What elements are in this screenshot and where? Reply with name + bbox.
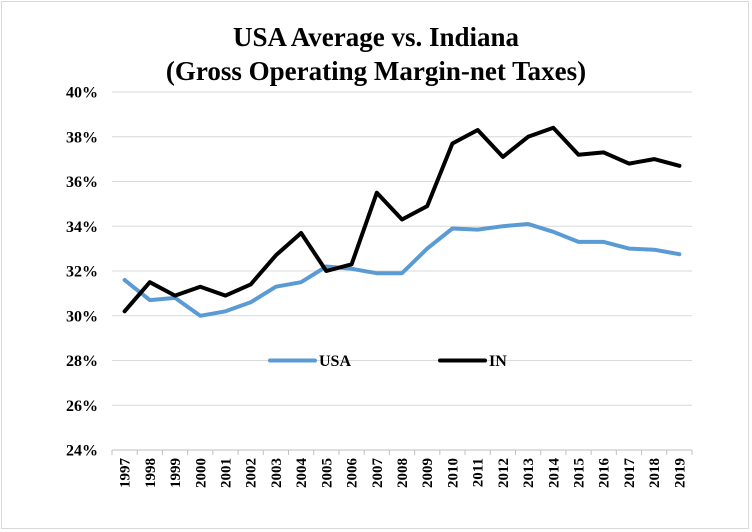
x-tick-label: 2002 (244, 458, 260, 488)
x-tick-label: 2009 (420, 458, 436, 488)
y-axis-ticks: 24% 26% 28% 30% 32% 34% 36% 38% 40% (66, 85, 98, 460)
chart-subtitle: (Gross Operating Margin-net Taxes) (166, 56, 586, 86)
y-tick-label: 38% (66, 129, 98, 146)
x-tick-label: 2012 (496, 458, 512, 488)
x-tick-label: 2001 (218, 458, 234, 488)
legend: USA IN (268, 353, 507, 370)
x-tick-label: 2015 (572, 458, 588, 488)
x-tick-label: 2011 (471, 458, 487, 487)
x-tick-label: 2003 (269, 458, 285, 488)
x-tick-label: 2007 (370, 458, 386, 489)
series-lines (122, 125, 682, 318)
x-tick-label: 2006 (345, 458, 361, 489)
x-tick-label: 1998 (143, 458, 159, 488)
series-line-usa (122, 222, 682, 318)
x-tick-label: 2013 (521, 458, 537, 488)
legend-label-in: IN (489, 353, 507, 370)
x-tick-label: 1999 (168, 458, 184, 488)
legend-label-usa: USA (319, 353, 351, 370)
x-tick-label: 2004 (294, 458, 310, 489)
x-tick-label: 2010 (445, 458, 461, 488)
series-line-in (122, 125, 682, 314)
y-tick-label: 28% (66, 353, 98, 370)
x-tick-label: 2005 (319, 458, 335, 488)
x-tick-label: 2008 (395, 458, 411, 488)
y-tick-label: 30% (66, 308, 98, 325)
x-tick-label: 2017 (622, 458, 638, 489)
y-tick-label: 40% (66, 85, 98, 102)
y-tick-label: 36% (66, 174, 98, 191)
chart-title: USA Average vs. Indiana (233, 22, 520, 52)
x-tick-label: 2014 (546, 458, 562, 489)
gridlines (112, 91, 692, 406)
x-tick-label: 2019 (672, 458, 688, 488)
x-tick-label: 2016 (597, 458, 613, 489)
x-tick-label: 1997 (118, 458, 134, 489)
x-axis-ticks: 1997 1998 1999 2000 2001 2002 2003 2004 2005 2006… (118, 458, 689, 489)
x-tick-label: 2018 (647, 458, 663, 488)
y-tick-label: 26% (66, 398, 98, 415)
y-tick-label: 24% (66, 443, 98, 460)
x-tick-label: 2000 (193, 458, 209, 488)
y-tick-label: 32% (66, 264, 98, 281)
axes (111, 449, 693, 455)
y-tick-label: 34% (66, 219, 98, 236)
